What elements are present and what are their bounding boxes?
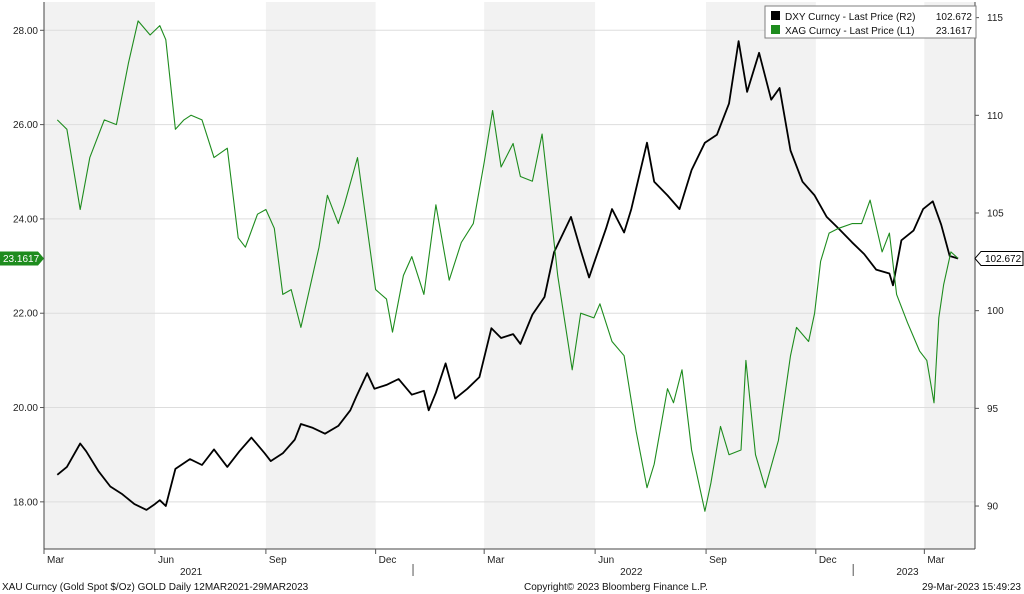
band: [265, 2, 376, 549]
xag-last-price-tag: [0, 251, 44, 266]
x-tick-label: Mar: [47, 555, 65, 566]
right-tick-label: 105: [987, 208, 1004, 219]
xag-series-line: [56, 20, 959, 512]
right-tick-label: 115: [987, 13, 1003, 24]
x-tick-label: Dec: [819, 555, 837, 566]
x-axis: Mar Jun Sep Dec Mar Jun Sep Dec Mar 2021 2022 2023: [43, 549, 945, 578]
left-tick-label: 28.00: [13, 26, 38, 37]
last-price-tags: 102.672 23.1617: [0, 250, 1024, 266]
footer-center: Copyright© 2023 Bloomberg Finance L.P.: [524, 582, 708, 593]
year-label: 2023: [896, 567, 919, 578]
plot-frame: [43, 2, 976, 550]
x-tick-label: Jun: [598, 555, 614, 566]
right-tick-label: 95: [987, 404, 999, 415]
footer-left: XAU Curncy (Gold Spot $/Oz) GOLD Daily 1…: [2, 582, 309, 593]
series-lines: [56, 20, 959, 512]
left-tick-label: 20.00: [13, 403, 38, 414]
band: [924, 2, 975, 549]
dxy-last-price-tag: [974, 250, 1024, 266]
right-tick-label: 90: [987, 502, 999, 513]
left-tick-label: 26.00: [13, 120, 38, 131]
shaded-bands: [44, 2, 975, 549]
left-tick-label: 18.00: [13, 497, 38, 508]
x-tick-label: Jun: [158, 555, 174, 566]
legend-swatch-dxy: [771, 11, 780, 20]
band: [706, 2, 816, 549]
legend-swatch-xag: [771, 25, 780, 34]
legend-label-dxy: DXY Curncy - Last Price (R2): [785, 12, 915, 23]
legend-value-xag: 23.1617: [936, 26, 973, 37]
dxy-series-line: [56, 40, 959, 511]
dxy-last-price-label: 102.672: [985, 254, 1022, 265]
right-axis: 90 95 100 105 110 115: [975, 13, 1004, 513]
year-label: 2021: [180, 567, 203, 578]
left-axis: 18.00 20.00 22.00 24.00 26.00 28.00: [13, 26, 44, 508]
legend-label-xag: XAG Curncy - Last Price (L1): [785, 26, 914, 37]
left-tick-label: 22.00: [13, 309, 38, 320]
right-tick-label: 100: [987, 306, 1004, 317]
band: [484, 2, 596, 549]
legend-value-dxy: 102.672: [936, 12, 973, 23]
x-tick-label: Dec: [379, 555, 397, 566]
gridlines: [44, 29, 975, 503]
x-tick-label: Mar: [927, 555, 945, 566]
right-tick-label: 110: [987, 111, 1003, 122]
x-tick-label: Mar: [487, 555, 505, 566]
left-tick-label: 24.00: [13, 214, 38, 225]
footer-right: 29-Mar-2023 15:49:23: [922, 582, 1021, 593]
band: [44, 2, 155, 549]
x-tick-label: Sep: [269, 555, 287, 566]
legend-box: [764, 5, 977, 39]
x-tick-label: Sep: [709, 555, 727, 566]
legend: DXY Curncy - Last Price (R2) 102.672 XAG…: [764, 5, 977, 39]
xag-last-price-label: 23.1617: [3, 254, 40, 265]
year-label: 2022: [620, 567, 643, 578]
